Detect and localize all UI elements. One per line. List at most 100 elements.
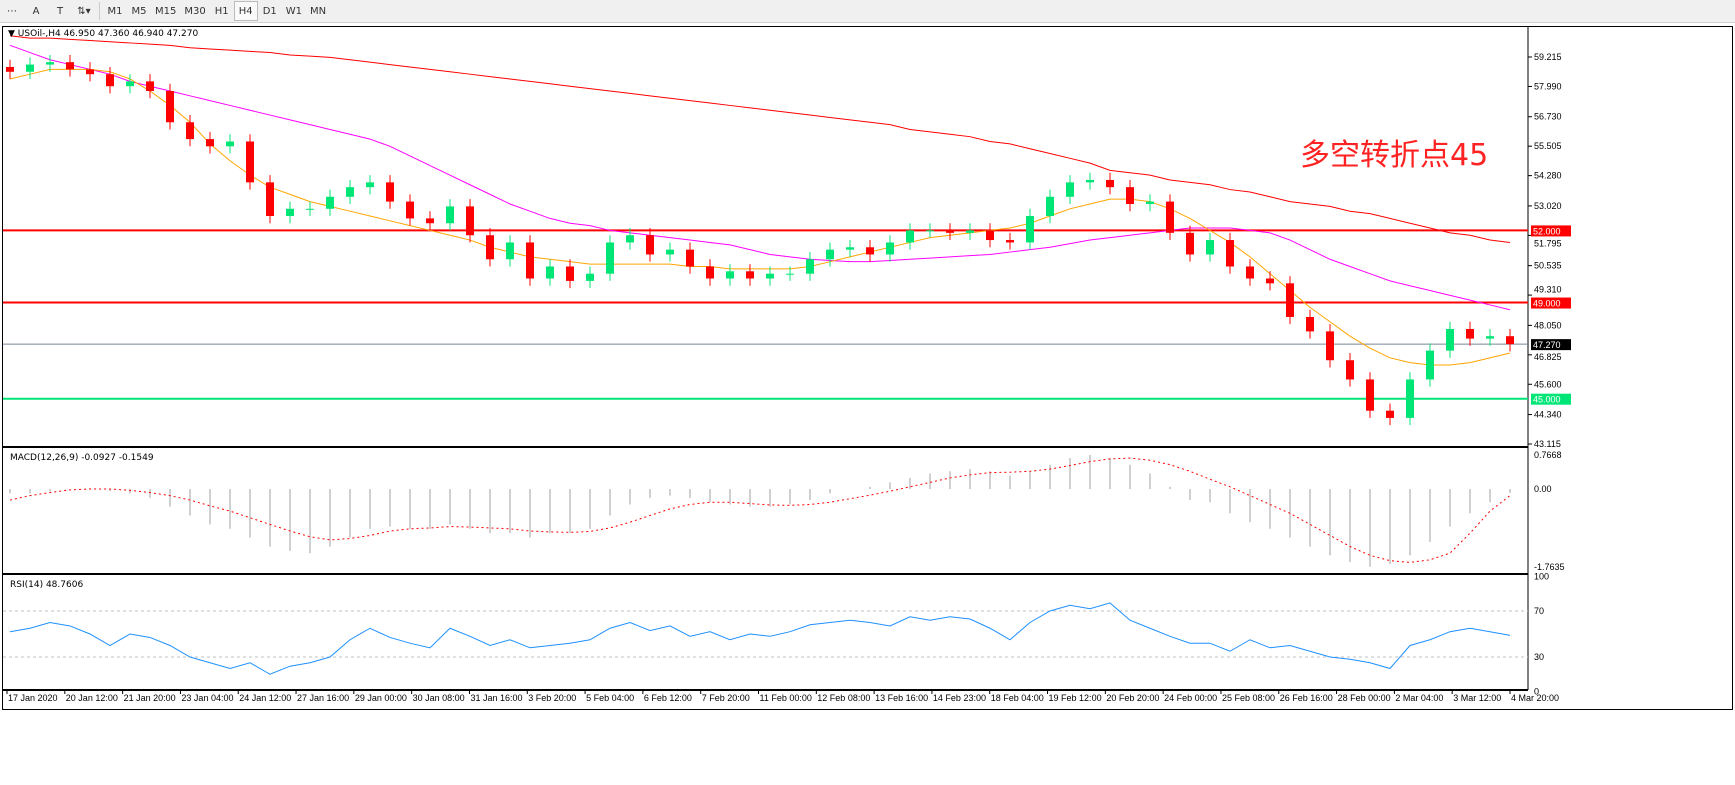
grid-icon[interactable]: ⋯ [7,5,17,17]
macd-tick-label: -1.7635 [1534,562,1565,572]
chart-header: ▼ USOil-,H4 46.950 47.360 46.940 47.270 [8,29,199,39]
candle-body [286,208,294,217]
time-axis-label: 13 Feb 16:00 [875,693,928,703]
macd-label: MACD(12,26,9) -0.0927 -0.1549 [10,453,154,463]
arrows-icon[interactable]: ⇅▾ [77,5,91,17]
candle-body [186,122,194,140]
text-icon[interactable]: A [32,5,40,17]
candle-body [1326,331,1334,361]
time-axis-label: 28 Feb 00:00 [1338,693,1391,703]
candle-body [886,242,894,255]
macd-tick-label: 0.7668 [1534,450,1562,460]
timeframe-h4[interactable]: H4 [233,1,258,21]
candle-body [166,91,174,123]
candle-body [1166,201,1174,233]
macd-signal-line [9,457,1511,563]
timeframe-m1[interactable]: M1 [107,5,123,17]
time-axis-label: 3 Mar 12:00 [1453,693,1501,703]
time-axis-label: 17 Jan 2020 [8,693,58,703]
candle-body [766,273,774,279]
candle-body [146,81,154,92]
rsi-label: RSI(14) 48.7606 [10,580,84,590]
candle-body [546,266,554,279]
candle-body [366,182,374,188]
candle-body [1266,278,1274,284]
text-label-icon[interactable]: T [56,5,64,17]
candle-body [266,182,274,217]
timeframe-m5[interactable]: M5 [131,5,147,17]
timeframe-d1[interactable]: D1 [262,5,277,17]
candle-body [1006,240,1014,243]
candle-body [1026,216,1034,243]
candle-body [906,230,914,243]
macd-tick-label: 0.00 [1534,484,1552,494]
candle-body [1506,336,1514,345]
price-tick-label: 57.990 [1534,81,1562,91]
timeframe-mn[interactable]: MN [309,5,327,17]
annotation-text: 多空转折点45 [1300,138,1489,173]
price-tick-label: 45.600 [1534,379,1562,389]
candle-body [226,141,234,147]
chart-window[interactable] [2,26,1733,710]
candle-body [806,259,814,274]
toolbar: ⋯ A T ⇅▾ M1 M5 M15 M30 H1 H4 D1 W1 MN [0,0,1735,23]
candle-body [1246,266,1254,279]
candle-body [1466,328,1474,339]
candle-body [686,249,694,267]
price-tick-label: 54.280 [1534,171,1562,181]
candle-body [1146,201,1154,204]
time-axis-label: 19 Feb 12:00 [1049,693,1102,703]
candle-body [1086,179,1094,183]
candle-body [826,249,834,260]
time-axis-label: 24 Jan 12:00 [239,693,291,703]
time-axis-label: 29 Jan 00:00 [355,693,407,703]
time-axis-label: 27 Jan 16:00 [297,693,349,703]
rsi-tick-label: 30 [1534,652,1544,662]
candle-body [566,266,574,281]
time-axis-label: 2 Mar 04:00 [1395,693,1443,703]
price-tick-label: 59.215 [1534,52,1562,62]
current-price-label-bg [1531,339,1571,351]
time-axis-label: 4 Mar 20:00 [1511,693,1559,703]
candle-body [406,201,414,219]
timeframe-m15[interactable]: M15 [155,5,177,17]
level-label-bg [1531,225,1571,237]
candle-body [846,247,854,250]
candle-body [926,230,934,232]
price-tick-label: 44.340 [1534,410,1562,420]
candle-body [506,242,514,260]
candle-body [1366,379,1374,411]
ma-mid-line [9,44,1511,311]
time-axis-label: 25 Feb 08:00 [1222,693,1275,703]
time-axis-label: 24 Feb 00:00 [1164,693,1217,703]
candle-body [946,230,954,233]
candle-body [66,62,74,70]
price-tick-label: 49.310 [1534,285,1562,295]
candle-body [1406,379,1414,418]
time-axis-label: 3 Feb 20:00 [528,693,576,703]
candle-body [1486,336,1494,339]
timeframe-m30[interactable]: M30 [184,5,206,17]
level-label: 52.000 [1533,226,1561,236]
timeframe-h1[interactable]: H1 [214,5,229,17]
candle-body [1386,410,1394,418]
candle-body [786,273,794,275]
candle-body [626,235,634,243]
candle-body [1226,240,1234,267]
level-label-bg [1531,297,1571,309]
candle-body [6,66,14,72]
timeframe-w1[interactable]: W1 [285,5,302,17]
collapse-triangle-icon[interactable]: ▼ [8,29,18,39]
time-axis-label: 30 Jan 08:00 [413,693,465,703]
price-tick-label: 43.115 [1534,439,1561,449]
candle-body [1126,187,1134,204]
candle-body [726,271,734,279]
candle-body [46,62,54,65]
candle-body [1066,182,1074,197]
time-axis-label: 18 Feb 04:00 [991,693,1044,703]
price-tick-label: 55.505 [1534,141,1562,151]
candle-body [386,182,394,202]
candle-body [306,208,314,210]
candle-body [246,141,254,183]
